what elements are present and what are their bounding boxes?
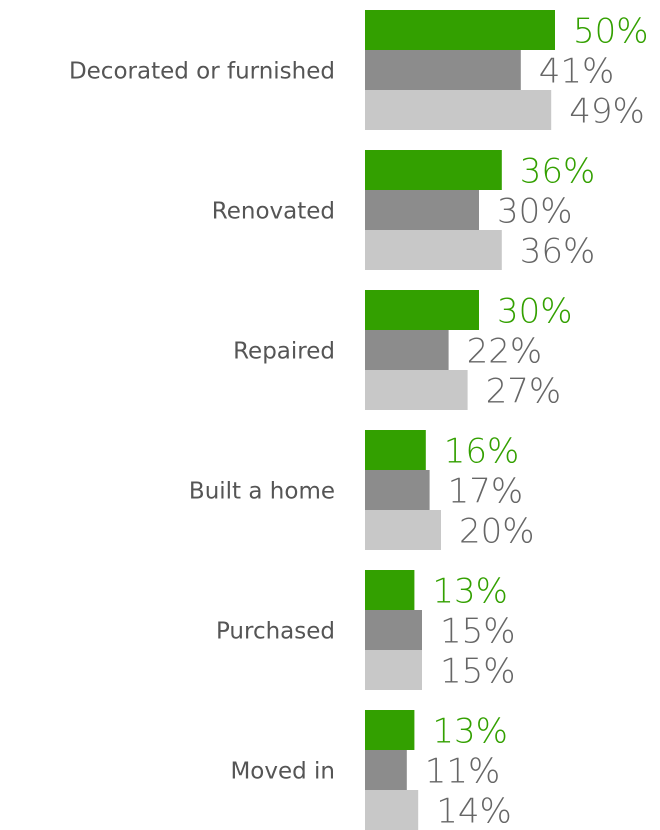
category-label: Decorated or furnished — [69, 59, 335, 85]
category-label: Repaired — [233, 339, 335, 365]
value-label: 13% — [432, 712, 508, 752]
bar — [365, 190, 479, 230]
bar — [365, 650, 422, 690]
bar — [365, 150, 502, 190]
value-label: 49% — [569, 92, 645, 132]
bar — [365, 370, 468, 410]
value-label: 41% — [539, 52, 615, 92]
bar — [365, 510, 441, 550]
category-label: Built a home — [189, 479, 335, 505]
bar — [365, 430, 426, 470]
bar — [365, 90, 552, 130]
value-label: 17% — [448, 472, 524, 512]
bar — [365, 610, 422, 650]
category-label: Moved in — [230, 759, 335, 785]
value-label: 27% — [486, 372, 562, 412]
category-label: Purchased — [216, 619, 335, 645]
bar — [365, 330, 449, 370]
value-label: 15% — [440, 612, 516, 652]
value-label: 22% — [467, 332, 543, 372]
bar — [365, 290, 479, 330]
value-label: 15% — [440, 652, 516, 692]
bar — [365, 570, 415, 610]
value-label: 16% — [444, 432, 520, 472]
value-label: 11% — [425, 752, 501, 792]
value-label: 50% — [573, 12, 649, 52]
category-label: Renovated — [212, 199, 335, 225]
value-label: 20% — [459, 512, 535, 552]
value-label: 36% — [520, 152, 596, 192]
bar — [365, 50, 521, 90]
bar — [365, 470, 430, 510]
value-label: 36% — [520, 232, 596, 272]
bar — [365, 10, 555, 50]
bar — [365, 790, 419, 830]
value-label: 14% — [436, 792, 512, 830]
value-label: 13% — [432, 572, 508, 612]
value-label: 30% — [497, 292, 573, 332]
bar — [365, 710, 415, 750]
bar — [365, 230, 502, 270]
bar — [365, 750, 407, 790]
value-label: 30% — [497, 192, 573, 232]
